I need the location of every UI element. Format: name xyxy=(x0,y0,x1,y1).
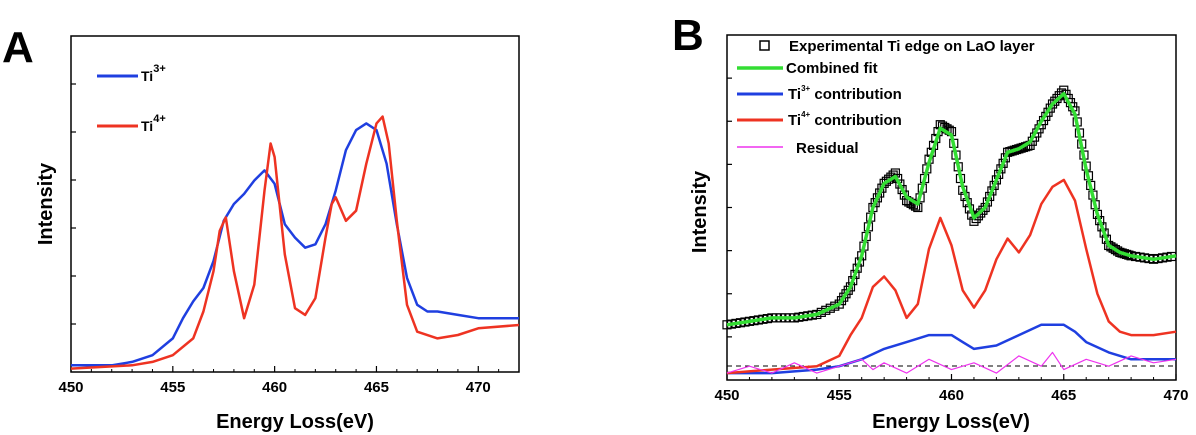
legend-label-combined-fit: Combined fit xyxy=(786,60,878,77)
panel-a-plot-frame xyxy=(70,35,520,373)
panel-b-x-tick-label: 460 xyxy=(939,387,964,404)
panel-b-line-residual xyxy=(726,351,1177,374)
panel-b-x-tick-label: 455 xyxy=(827,387,852,404)
panel-b-x-tick-label: 450 xyxy=(714,387,739,404)
panel-b-x-axis-title: Energy Loss(eV) xyxy=(872,411,1030,433)
panel-b-line-combined-fit xyxy=(726,91,1177,327)
legend-label-ti3-contribution: Ti3+ contribution xyxy=(788,84,902,103)
panel-a-axes: 450 455 460 465 470 xyxy=(58,83,500,396)
panel-b-letter: B xyxy=(672,11,704,60)
panel-a-x-tick-label: 450 xyxy=(58,379,83,396)
panel-a-series xyxy=(70,115,520,370)
panel-a-y-axis-title: Intensity xyxy=(35,162,57,245)
panel-a-legend: Ti3+ Ti4+ xyxy=(97,63,166,134)
panel-a-x-tick-label: 465 xyxy=(364,379,389,396)
legend-label-ti3: Ti3+ xyxy=(141,63,166,84)
panel-a-line-ti4 xyxy=(70,115,520,370)
panel-a-letter: A xyxy=(2,23,34,72)
panel-a-line-ti3 xyxy=(71,122,519,367)
panel-b-y-axis-title: Intensity xyxy=(689,170,711,253)
panel-a-x-tick-label: 460 xyxy=(262,379,287,396)
panel-b-legend: Experimental Ti edge on LaO layer Combin… xyxy=(737,38,1035,157)
legend-marker-experimental xyxy=(759,40,770,51)
panel-a-x-axis-title: Energy Loss(eV) xyxy=(216,411,374,433)
panel-b-axes: 450 455 460 465 470 xyxy=(714,77,1189,404)
legend-label-ti4-contribution: Ti4+ contribution xyxy=(788,110,902,129)
panel-b-x-tick-label: 465 xyxy=(1051,387,1076,404)
panel-a-x-tick-label: 455 xyxy=(160,379,185,396)
panel-b-line-ti4-contribution xyxy=(726,178,1177,375)
panel-a-x-tick-label: 470 xyxy=(466,379,491,396)
legend-label-experimental: Experimental Ti edge on LaO layer xyxy=(789,38,1035,55)
legend-label-residual: Residual xyxy=(796,140,859,157)
panel-b-series xyxy=(722,85,1177,375)
panel-b: B 450 455 460 465 470 Energy Loss(eV) Intens… xyxy=(672,11,1189,433)
panel-b-x-tick-label: 470 xyxy=(1163,387,1188,404)
legend-label-ti4: Ti4+ xyxy=(141,113,166,134)
panel-a: A 450 455 460 465 470 Energy Loss(eV) Intens… xyxy=(2,23,520,433)
